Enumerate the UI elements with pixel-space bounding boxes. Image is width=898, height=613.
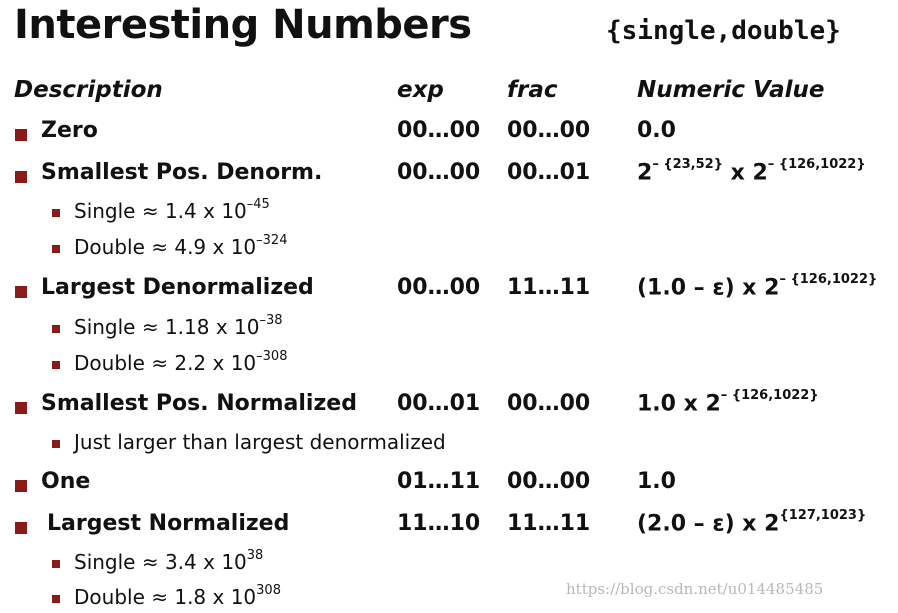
square-bullet-icon — [52, 595, 60, 603]
square-bullet-icon — [15, 129, 27, 141]
row-label: Largest Normalized — [47, 511, 290, 536]
page-title: Interesting Numbers — [14, 2, 472, 48]
sub-item: Just larger than largest denormalized — [0, 430, 898, 458]
frac-value: 00…00 — [507, 391, 591, 416]
watermark: https://blog.csdn.net/u014485485 — [566, 580, 824, 598]
sub-text: Single ≈ 3.4 x 1038 — [74, 548, 264, 574]
sub-item: Single ≈ 1.18 x 10–38 — [0, 313, 898, 343]
sub-item: Single ≈ 1.4 x 10–45 — [0, 197, 898, 227]
row-smallest-denorm: Smallest Pos. Denorm. 00…00 00…01 2– {23… — [0, 157, 898, 190]
numeric-value: 1.0 x 2– {126,1022} — [637, 388, 819, 417]
frac-value: 00…00 — [507, 469, 591, 494]
square-bullet-icon — [15, 286, 27, 298]
numeric-value: 1.0 — [637, 469, 676, 494]
square-bullet-icon — [52, 440, 60, 448]
square-bullet-icon — [15, 522, 27, 534]
row-label: Smallest Pos. Normalized — [41, 391, 357, 416]
precision-tag: {single,double} — [606, 16, 841, 46]
square-bullet-icon — [52, 361, 60, 369]
row-zero: Zero 00…00 00…00 0.0 — [0, 118, 898, 148]
square-bullet-icon — [52, 325, 60, 333]
frac-value: 11…11 — [507, 275, 591, 300]
frac-value: 11…11 — [507, 511, 591, 536]
sub-text: Single ≈ 1.4 x 10–45 — [74, 197, 270, 223]
exp-value: 00…00 — [397, 118, 481, 143]
row-largest-denorm: Largest Denormalized 00…00 11…11 (1.0 – … — [0, 272, 898, 305]
sub-text: Single ≈ 1.18 x 10–38 — [74, 313, 283, 339]
square-bullet-icon — [52, 245, 60, 253]
sub-text: Double ≈ 4.9 x 10–324 — [74, 233, 288, 259]
exp-value: 00…00 — [397, 275, 481, 300]
row-label: Smallest Pos. Denorm. — [41, 160, 323, 185]
row-smallest-normalized: Smallest Pos. Normalized 00…01 00…00 1.0… — [0, 388, 898, 421]
sub-item: Single ≈ 3.4 x 1038 — [0, 548, 898, 578]
square-bullet-icon — [15, 402, 27, 414]
header-exp: exp — [397, 77, 444, 103]
numeric-value: (1.0 – ε) x 2– {126,1022} — [637, 272, 878, 301]
numeric-value: 2– {23,52} x 2– {126,1022} — [637, 157, 866, 186]
row-label: Zero — [41, 118, 98, 143]
header-numeric-value: Numeric Value — [637, 77, 825, 103]
sub-item: Double ≈ 2.2 x 10–308 — [0, 349, 898, 379]
frac-value: 00…00 — [507, 118, 591, 143]
square-bullet-icon — [15, 171, 27, 183]
square-bullet-icon — [52, 560, 60, 568]
exp-value: 01…11 — [397, 469, 481, 494]
square-bullet-icon — [52, 209, 60, 217]
sub-item: Double ≈ 4.9 x 10–324 — [0, 233, 898, 263]
exp-value: 00…00 — [397, 160, 481, 185]
sub-text: Just larger than largest denormalized — [74, 430, 446, 454]
row-label: Largest Denormalized — [41, 275, 314, 300]
row-one: One 01…11 00…00 1.0 — [0, 469, 898, 499]
numeric-value: 0.0 — [637, 118, 676, 143]
frac-value: 00…01 — [507, 160, 591, 185]
square-bullet-icon — [15, 480, 27, 492]
sub-text: Double ≈ 2.2 x 10–308 — [74, 349, 288, 375]
row-largest-normalized: Largest Normalized 11…10 11…11 (2.0 – ε)… — [0, 508, 898, 541]
row-label: One — [41, 469, 91, 494]
header-frac: frac — [507, 77, 558, 103]
numeric-value: (2.0 – ε) x 2{127,1023} — [637, 508, 867, 537]
sub-text: Double ≈ 1.8 x 10308 — [74, 583, 281, 609]
exp-value: 11…10 — [397, 511, 481, 536]
sub-item: Double ≈ 1.8 x 10308 — [0, 583, 898, 613]
header-description: Description — [14, 77, 163, 103]
exp-value: 00…01 — [397, 391, 481, 416]
